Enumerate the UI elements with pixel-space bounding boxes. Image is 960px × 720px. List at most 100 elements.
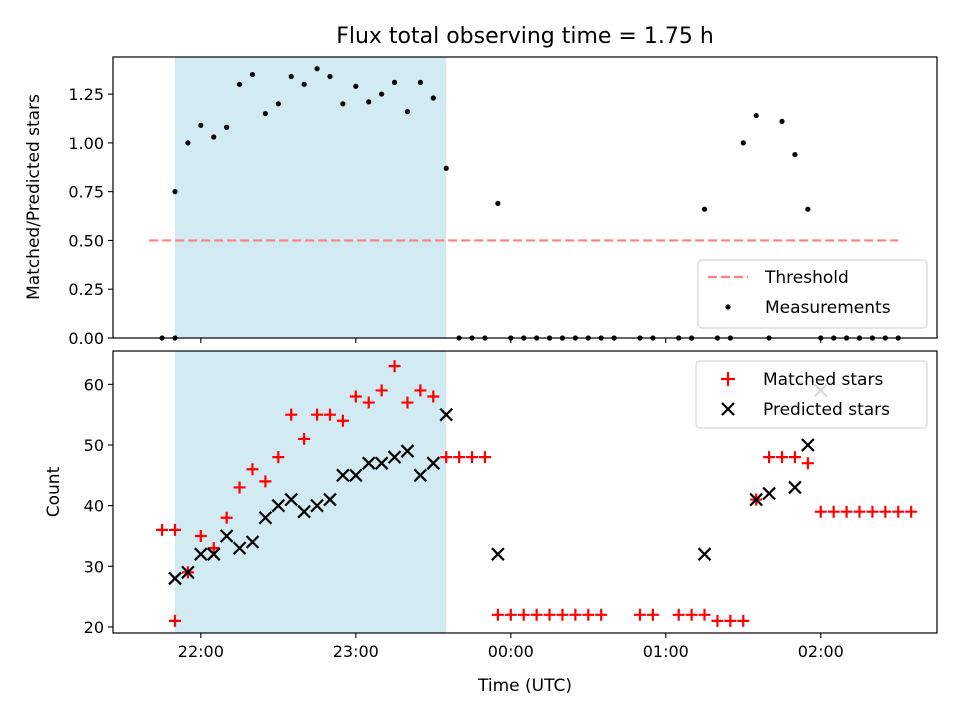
- matched-star-point: [530, 608, 543, 621]
- measurement-point: [391, 79, 398, 85]
- measurement-point: [430, 95, 436, 101]
- measurement-point: [805, 206, 811, 212]
- count-panel: 22:00 23:00 00:00 01:00 02:00 20 30 40 50 60 Coun…: [44, 350, 938, 661]
- matched-star-point: [737, 614, 750, 627]
- predicted-star-point: [801, 438, 815, 452]
- predicted-star-point: [361, 456, 376, 470]
- measurement-point: [288, 73, 294, 80]
- matched-star-point: [633, 608, 646, 621]
- predicted-star-point: [788, 480, 802, 495]
- matched-star-point: [168, 523, 181, 536]
- matched-star-point: [827, 505, 840, 518]
- predicted-star-point: [245, 535, 260, 549]
- matched-star-point: [427, 390, 440, 403]
- matched-star-point: [905, 505, 918, 518]
- matched-star-point: [440, 451, 453, 464]
- predicted-star-point: [762, 486, 776, 501]
- count-legend: Matched stars Predicted stars: [695, 360, 928, 429]
- measurement-point: [224, 124, 230, 130]
- matched-star-point: [414, 384, 427, 397]
- predicted-star-point: [349, 468, 363, 483]
- matched-star-point: [272, 451, 285, 464]
- y-tick-label: 60: [84, 375, 104, 394]
- y-tick-label: 1.25: [68, 85, 104, 104]
- x-tick-label: 00:00: [488, 642, 534, 661]
- legend-matched-label: Matched stars: [763, 370, 883, 390]
- count-panel-ylabel: Count: [44, 466, 64, 517]
- measurement-point: [340, 101, 346, 107]
- x-tick-label: 02:00: [798, 642, 844, 661]
- y-tick-label: 0.75: [68, 183, 104, 202]
- legend-measurements-swatch: [725, 304, 731, 310]
- measurement-point: [495, 200, 501, 206]
- measurement-point: [443, 165, 449, 171]
- legend-predicted-label: Predicted stars: [763, 400, 890, 420]
- matched-star-point: [866, 505, 879, 518]
- matched-star-point: [466, 451, 479, 464]
- x-tick-label: 22:00: [178, 642, 224, 661]
- matched-star-point: [595, 608, 608, 621]
- matched-star-point: [879, 505, 892, 518]
- predicted-star-point: [284, 492, 299, 507]
- measurement-point: [740, 140, 746, 146]
- matched-star-point: [685, 608, 698, 621]
- matched-star-point: [646, 608, 659, 621]
- matched-star-point: [801, 457, 814, 470]
- chart-title: Flux total observing time = 1.75 h: [336, 24, 714, 49]
- measurement-point: [262, 110, 269, 117]
- matched-star-point: [478, 451, 491, 464]
- observing-window-shade: [174, 57, 447, 338]
- y-tick-label: 0.50: [68, 231, 104, 250]
- measurement-point: [198, 122, 204, 128]
- predicted-star-point: [426, 456, 441, 470]
- matched-star-point: [853, 505, 866, 518]
- measurement-point: [753, 112, 759, 119]
- matched-star-point: [491, 608, 504, 621]
- matched-star-point: [724, 614, 737, 627]
- matched-star-point: [207, 542, 220, 555]
- measurement-point: [249, 71, 256, 78]
- x-tick-label: 23:00: [333, 642, 379, 661]
- ratio-panel-ylabel: Matched/Predicted stars: [24, 94, 44, 300]
- matched-star-point: [362, 396, 375, 409]
- matched-star-point: [375, 384, 388, 397]
- matched-star-point: [582, 608, 595, 621]
- predicted-star-point: [258, 510, 273, 525]
- matched-star-point: [246, 463, 259, 476]
- x-tick-label: 01:00: [643, 642, 689, 661]
- measurement-point: [792, 151, 798, 158]
- matched-star-point: [504, 608, 517, 621]
- measurement-point: [185, 140, 191, 146]
- y-tick-label: 50: [84, 436, 104, 455]
- matched-star-point: [776, 451, 789, 464]
- y-tick-label: 40: [84, 497, 104, 516]
- y-tick-label: 1.00: [68, 134, 104, 153]
- matched-star-point: [401, 396, 414, 409]
- predicted-star-point: [323, 492, 337, 507]
- x-axis-label: Time (UTC): [477, 676, 572, 696]
- y-tick-label: 0.25: [68, 280, 104, 299]
- matched-star-point: [788, 451, 801, 464]
- predicted-star-point: [491, 547, 505, 561]
- matched-star-point: [814, 505, 827, 518]
- matched-star-point: [840, 505, 853, 518]
- predicted-star-point: [697, 547, 712, 561]
- matched-star-point: [556, 608, 569, 621]
- measurement-point: [314, 66, 320, 72]
- measurement-point: [379, 91, 385, 97]
- matched-star-point: [388, 360, 401, 373]
- measurement-point: [275, 101, 281, 107]
- matched-star-point: [285, 408, 298, 421]
- predicted-star-point: [168, 571, 182, 586]
- measurement-point: [353, 83, 359, 89]
- predicted-star-point: [194, 547, 208, 561]
- measurement-point: [301, 81, 307, 87]
- y-tick-label: 20: [84, 618, 104, 637]
- predicted-star-point: [271, 498, 286, 513]
- matched-star-point: [323, 408, 336, 421]
- matched-star-point: [453, 451, 466, 464]
- legend-measurements-label: Measurements: [765, 298, 891, 318]
- matched-star-point: [156, 523, 169, 536]
- legend-threshold-label: Threshold: [764, 268, 849, 288]
